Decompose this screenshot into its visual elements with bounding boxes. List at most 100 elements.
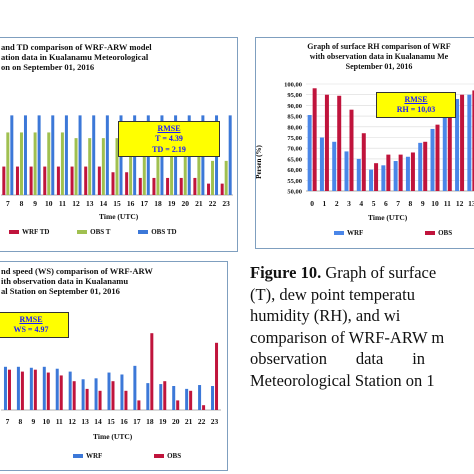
legend-item: OBS TD xyxy=(138,228,177,236)
bar xyxy=(115,138,119,195)
bar xyxy=(220,183,224,195)
bar xyxy=(349,109,354,191)
legend-item: OBS T xyxy=(77,228,110,236)
bar xyxy=(202,405,206,410)
x-tick-label: 23 xyxy=(211,417,219,426)
caption-line: Meteorological Station on 1 xyxy=(250,370,435,390)
x-tick-label: 12 xyxy=(72,199,80,208)
x-tick-label: 15 xyxy=(113,199,121,208)
x-tick-label: 13 xyxy=(86,199,94,208)
bar xyxy=(170,155,174,195)
x-tick-label: 13 xyxy=(81,417,89,426)
bar xyxy=(138,177,142,195)
bar xyxy=(369,169,374,191)
bar xyxy=(211,386,215,410)
bar xyxy=(68,371,72,410)
y-tick-label: 90,00 xyxy=(287,103,302,110)
bar xyxy=(124,390,128,410)
bar xyxy=(356,158,361,191)
chart-title: Graph of surface RH comparison of WRF wi… xyxy=(307,42,451,71)
bar xyxy=(197,155,201,195)
bar xyxy=(125,172,129,195)
bar xyxy=(337,95,342,191)
bar xyxy=(166,177,170,195)
bar xyxy=(374,163,379,191)
bar xyxy=(19,132,23,195)
bar xyxy=(120,374,124,410)
bar xyxy=(176,400,180,410)
y-tick-label: 100,00 xyxy=(284,82,302,89)
legend: WRF OBS xyxy=(73,452,181,460)
bar xyxy=(442,103,447,191)
x-tick-label: 12 xyxy=(456,199,464,208)
caption-line: (T), dew point temperatu xyxy=(250,284,415,304)
bar xyxy=(146,383,150,410)
bar xyxy=(23,115,27,195)
bar xyxy=(37,115,41,195)
x-axis-title: Time (UTC) xyxy=(99,212,139,221)
bar xyxy=(111,172,115,195)
y-tick-label: 50,00 xyxy=(287,189,302,196)
chart-plot-humidity: 100,00 95,00 90,00 85,00 80,00 75,00 70,00 65,0… xyxy=(284,82,474,208)
bar xyxy=(29,166,33,195)
bar xyxy=(72,381,76,410)
bar xyxy=(46,372,50,410)
legend-item: WRF xyxy=(334,229,363,237)
bar xyxy=(16,366,20,410)
bar xyxy=(398,154,403,191)
bar xyxy=(55,368,59,410)
chart-plot-windspeed: 7 8 9 10 11 12 13 14 15 16 17 18 19 20 21 22 23 xyxy=(1,333,221,426)
y-tick-label: 70,00 xyxy=(287,146,302,153)
bar xyxy=(150,333,154,410)
bar xyxy=(20,371,24,410)
bar xyxy=(97,166,101,195)
x-tick-label: 21 xyxy=(185,417,193,426)
bar xyxy=(198,385,202,410)
bar xyxy=(152,177,156,195)
legend: WRF OBS xyxy=(334,229,452,237)
x-axis-title: Time (UTC) xyxy=(368,213,408,222)
bar xyxy=(228,115,232,195)
x-tick-label: 11 xyxy=(59,199,66,208)
bar xyxy=(133,365,137,410)
bar xyxy=(56,166,60,195)
y-tick-label: 60,00 xyxy=(287,167,302,174)
x-tick-label: 16 xyxy=(120,417,128,426)
x-tick-label: 3 xyxy=(347,199,351,208)
x-tick-label: 5 xyxy=(372,199,376,208)
bar xyxy=(74,138,78,195)
bar xyxy=(332,141,337,191)
x-tick-label: 16 xyxy=(127,199,135,208)
bar xyxy=(59,375,63,410)
y-tick-label: 75,00 xyxy=(287,135,302,142)
y-tick-label: 55,00 xyxy=(287,178,302,185)
legend-item: WRF TD xyxy=(9,228,49,236)
chart-panel-windspeed: nd speed (WS) comparison of WRF-ARW ith … xyxy=(0,261,228,471)
bar xyxy=(60,132,64,195)
bar xyxy=(312,88,317,191)
bar xyxy=(193,177,197,195)
bar xyxy=(81,379,85,410)
bar xyxy=(64,115,68,195)
x-tick-label: 14 xyxy=(100,199,108,208)
bar xyxy=(98,390,102,410)
bar xyxy=(92,115,96,195)
bar xyxy=(307,115,312,191)
legend: WRF TD OBS T OBS TD xyxy=(9,228,177,236)
bar xyxy=(163,381,167,410)
bar xyxy=(10,115,14,195)
bar xyxy=(94,378,98,410)
bar xyxy=(324,94,329,191)
bar xyxy=(42,366,46,410)
x-tick-label: 18 xyxy=(146,417,154,426)
chart-title: nd speed (WS) comparison of WRF-ARW ith … xyxy=(1,266,153,296)
bar xyxy=(467,94,472,191)
bar xyxy=(460,94,465,191)
bar xyxy=(47,132,51,195)
x-tick-label: 9 xyxy=(31,417,35,426)
bar xyxy=(447,116,452,191)
bar xyxy=(105,115,109,195)
chart-panel-temperature: and TD comparison of WRF-ARW model ation… xyxy=(0,37,238,252)
x-tick-label: 19 xyxy=(168,199,176,208)
bar xyxy=(344,151,349,191)
